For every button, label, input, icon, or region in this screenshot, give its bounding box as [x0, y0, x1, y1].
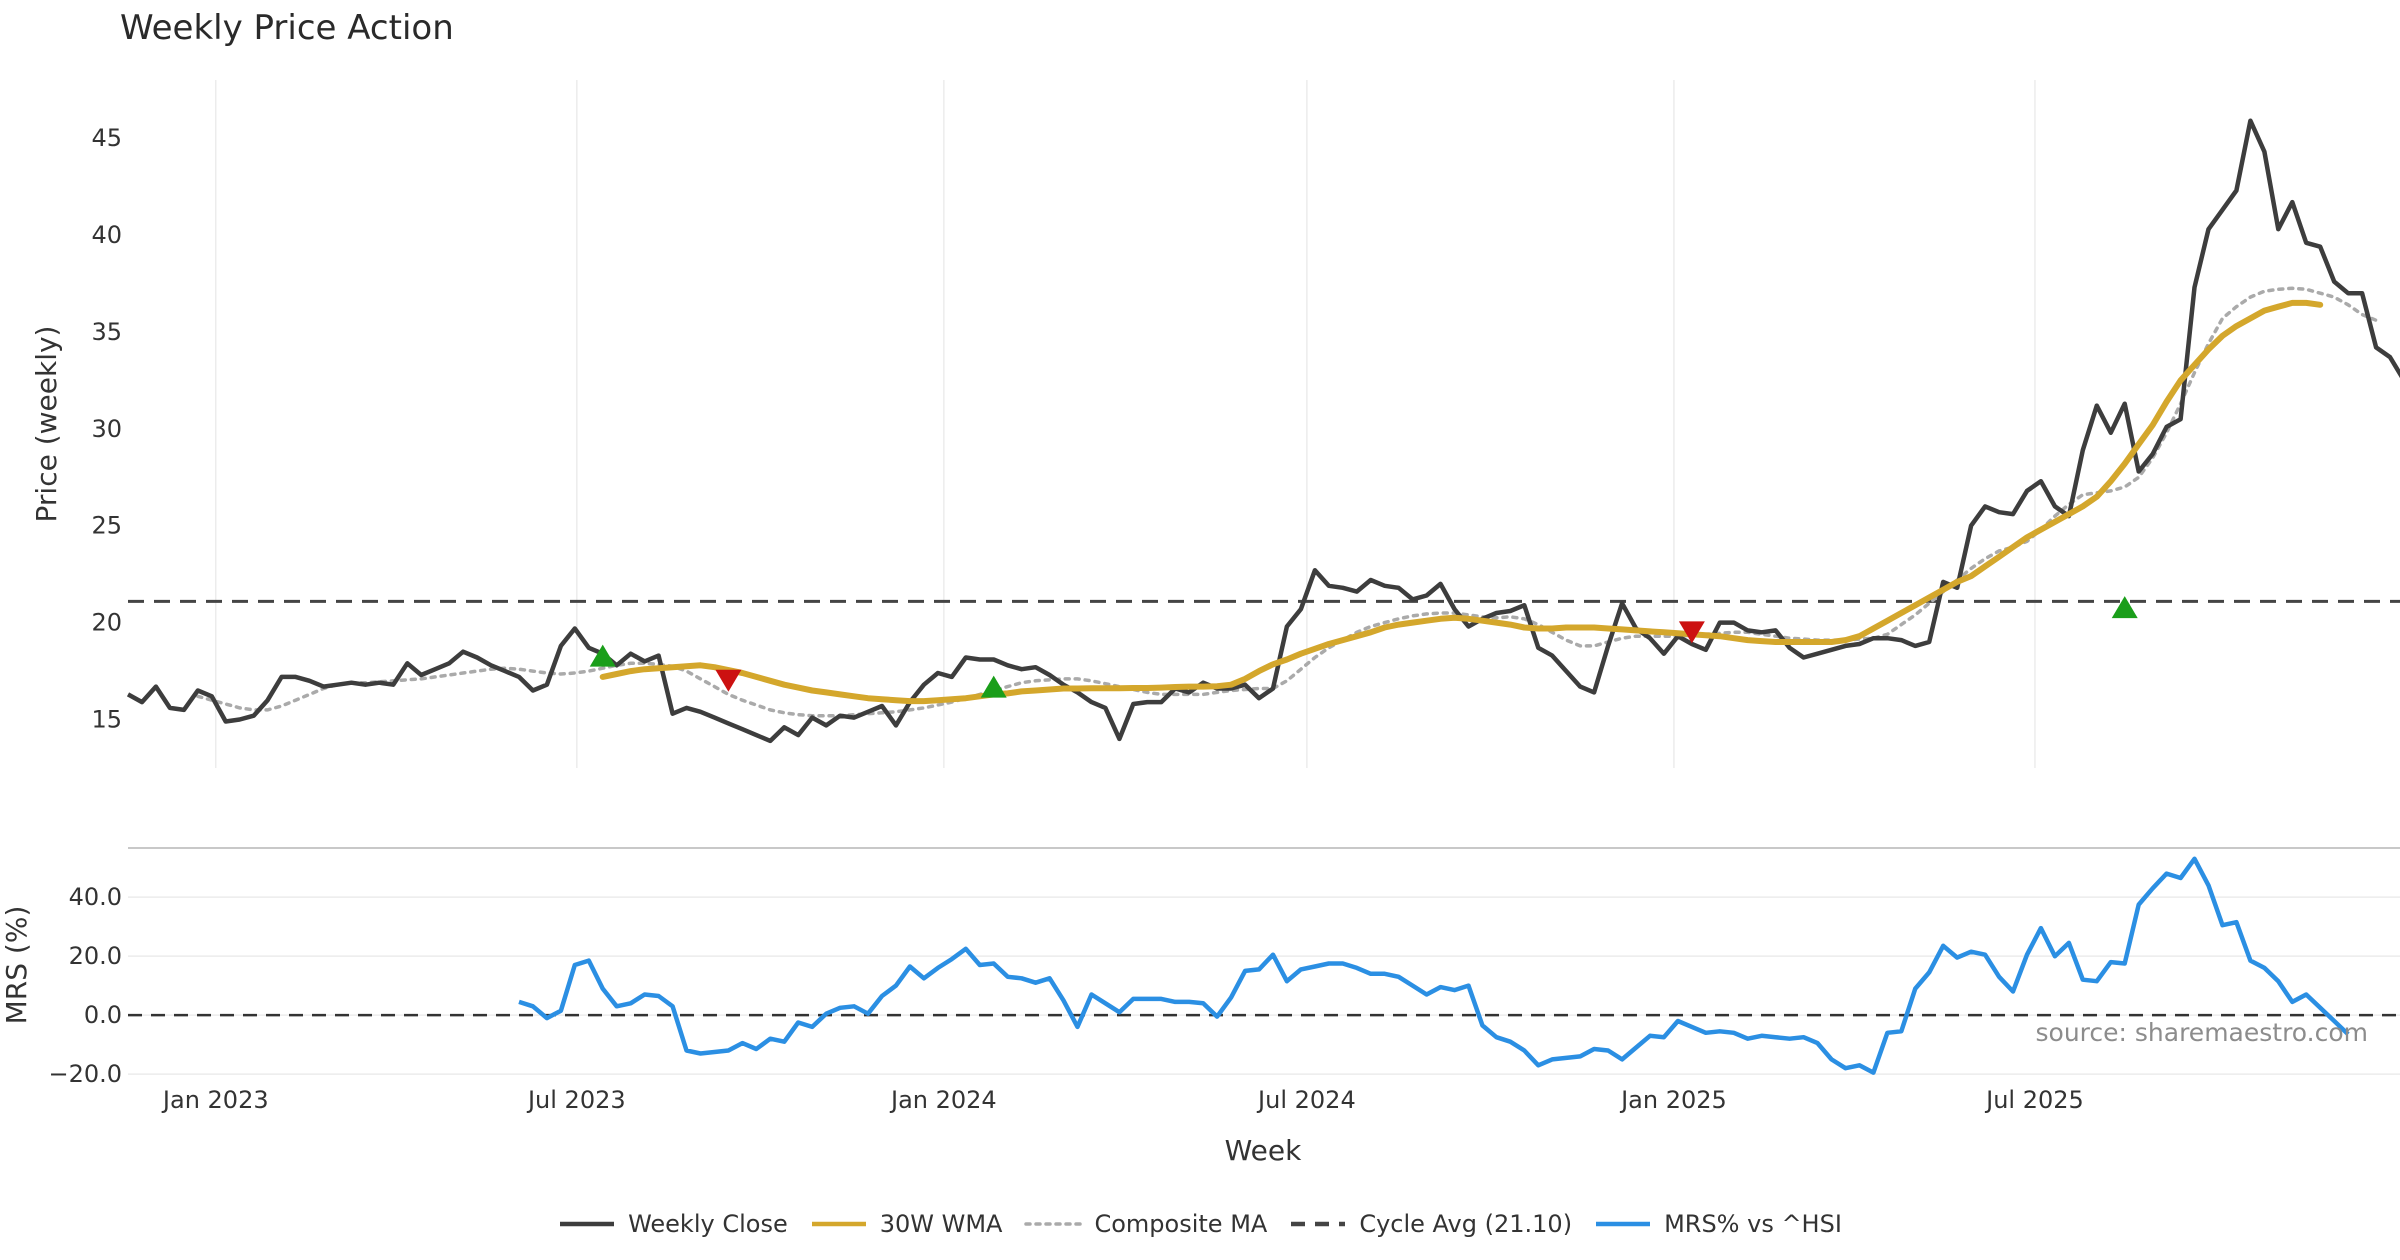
sell-signal-marker	[1678, 621, 1705, 644]
buy-signal-marker	[2111, 596, 2138, 619]
sell-signal-marker	[715, 669, 742, 692]
x-tick-label: Jan 2023	[161, 1086, 269, 1114]
composite-ma-line	[196, 286, 2378, 718]
price-y-tick-label: 40	[91, 221, 122, 249]
x-tick-label: Jan 2025	[1619, 1086, 1727, 1114]
mrs-y-tick-label: 0.0	[84, 1001, 122, 1029]
x-tick-label: Jan 2024	[889, 1086, 997, 1114]
legend-label: Cycle Avg (21.10)	[1359, 1210, 1573, 1238]
legend-label: Composite MA	[1094, 1210, 1268, 1238]
chart-title: Weekly Price Action	[120, 8, 454, 48]
legend-item: Cycle Avg (21.10)	[1289, 1210, 1572, 1238]
legend-label: Weekly Close	[628, 1210, 788, 1238]
price-y-tick-label: 15	[91, 706, 122, 734]
grid-layer	[128, 80, 2400, 1075]
source-note: source: sharemaestro.com	[2035, 1018, 2369, 1047]
legend-item: Composite MA	[1024, 1210, 1267, 1238]
series-layer	[126, 118, 2400, 1075]
labels-layer: Jan 2023 Jul 2023 Jan 2024 Jul 2024 Jan 2025…	[0, 124, 2084, 1167]
price-y-tick-label: 30	[91, 415, 122, 443]
x-axis-label: Week	[1225, 1134, 1302, 1167]
legend-item: Weekly Close	[558, 1210, 788, 1238]
x-tick-label: Jul 2025	[1984, 1086, 2084, 1114]
mrs-line	[518, 856, 2350, 1075]
legend-swatch	[560, 1221, 615, 1227]
price-y-tick-label: 35	[91, 318, 122, 346]
price-y-axis-label: Price (weekly)	[30, 326, 63, 523]
weekly-close-line	[126, 118, 2400, 744]
price-y-tick-label: 45	[91, 124, 122, 152]
legend-swatch	[1024, 1222, 1083, 1226]
legend-swatch	[811, 1221, 866, 1227]
mrs-y-tick-label: −20.0	[48, 1060, 122, 1088]
x-tick-label: Jul 2023	[526, 1086, 626, 1114]
x-tick-label: Jul 2024	[1256, 1086, 1356, 1114]
price-y-tick-label: 25	[91, 512, 122, 540]
buy-signal-marker	[589, 644, 616, 667]
buy-signal-marker	[980, 675, 1007, 698]
mrs-y-tick-label: 40.0	[69, 883, 122, 911]
legend: Weekly Close 30W WMA Composite MA Cycle Avg…	[0, 1210, 2400, 1238]
legend-item: MRS% vs ^HSI	[1594, 1210, 1842, 1238]
legend-swatch	[1291, 1221, 1346, 1227]
mrs-y-axis-label: MRS (%)	[0, 906, 33, 1025]
legend-label: 30W WMA	[879, 1210, 1003, 1238]
signals-layer	[589, 596, 2138, 698]
legend-swatch	[1596, 1221, 1651, 1227]
wma-30w-line	[599, 299, 2324, 705]
legend-label: MRS% vs ^HSI	[1664, 1210, 1842, 1238]
price-y-tick-label: 20	[91, 609, 122, 637]
mrs-y-tick-label: 20.0	[69, 942, 122, 970]
legend-item: 30W WMA	[810, 1210, 1003, 1238]
